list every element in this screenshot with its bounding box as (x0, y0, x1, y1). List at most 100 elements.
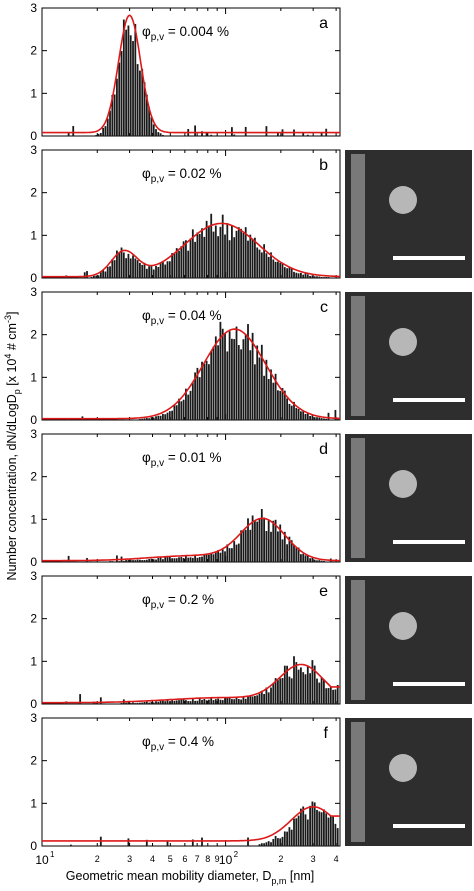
bar (212, 700, 215, 704)
x-major-tick-label: 10 (35, 853, 49, 867)
bar (208, 364, 210, 420)
bar (178, 398, 180, 420)
bar (171, 253, 174, 278)
fit-line (42, 663, 340, 704)
bar (217, 550, 220, 562)
bar (295, 272, 298, 278)
bar (277, 838, 279, 846)
bar (127, 701, 130, 704)
bar (120, 51, 123, 136)
bar (134, 24, 137, 136)
bar (235, 230, 238, 278)
x-minor-tick-label: 3 (311, 854, 316, 864)
phi-subscript: p,v (151, 458, 164, 469)
bar (201, 228, 203, 278)
bar (293, 401, 295, 420)
bar (228, 548, 231, 562)
x-minor-tick-label: 4 (150, 854, 155, 864)
bar (143, 262, 146, 278)
bar (311, 801, 314, 846)
bar (327, 688, 330, 704)
bar (325, 277, 328, 278)
bar (318, 811, 321, 846)
bar (127, 838, 130, 846)
phi-value: = 0.2 % (164, 592, 214, 607)
bar (295, 818, 298, 846)
bar (221, 328, 224, 420)
bar (256, 247, 259, 278)
bar (166, 412, 169, 420)
bar (219, 226, 222, 278)
bar (127, 253, 130, 278)
bar (196, 557, 199, 562)
bar (265, 687, 268, 704)
sem-fiber (351, 722, 365, 842)
bar (191, 839, 194, 846)
y-tick-label: 3 (30, 711, 37, 725)
bar (297, 409, 300, 420)
bar (260, 344, 263, 420)
bar (182, 558, 185, 562)
bar (272, 382, 275, 420)
x-minor-tick-label: 6 (182, 854, 187, 864)
bar (136, 559, 139, 562)
bar (99, 272, 102, 278)
bar (247, 240, 249, 278)
bar (152, 269, 155, 278)
bar (122, 19, 125, 136)
bar (272, 839, 275, 846)
bar (249, 529, 252, 562)
phi-annotation: φp,v = 0.004 % (142, 24, 229, 43)
bar (150, 117, 153, 136)
bar (191, 382, 194, 420)
bar (247, 837, 249, 846)
bar (150, 701, 153, 704)
bar (332, 816, 335, 846)
bar (109, 561, 111, 562)
bar (323, 680, 325, 704)
bar (281, 678, 284, 704)
bar (191, 557, 194, 562)
phi-symbol: φ (142, 450, 151, 465)
bar (201, 556, 203, 562)
bar (157, 132, 160, 136)
bar (247, 324, 249, 420)
bar (283, 267, 286, 278)
bar (279, 524, 282, 562)
sem-fiber (351, 438, 365, 558)
panel-d: 0 1 2 3 φp,v = 0.01 % d (30, 427, 472, 569)
bar (279, 678, 282, 704)
y-axis-unit-post: ] (5, 312, 19, 315)
bar (240, 699, 243, 704)
bar (242, 529, 245, 562)
x-minor-tick-label: 7 (195, 854, 200, 864)
bar (118, 62, 121, 136)
bar (116, 555, 118, 562)
phi-subscript: p,v (151, 316, 164, 327)
bar (157, 267, 160, 278)
y-tick-label: 0 (30, 839, 37, 853)
fit-line (42, 14, 340, 134)
bar (191, 229, 194, 278)
bar (306, 665, 309, 704)
x-minor-tick-label: 8 (205, 854, 210, 864)
bar (185, 700, 187, 704)
y-tick-label: 2 (30, 186, 37, 200)
bar (129, 258, 132, 278)
phi-subscript: p,v (151, 742, 164, 753)
bar (152, 559, 155, 562)
bar (260, 690, 263, 704)
bar (148, 266, 151, 278)
bar (162, 262, 164, 278)
bar (164, 701, 167, 704)
bar (173, 700, 176, 704)
bar (67, 555, 70, 562)
bar (228, 331, 231, 420)
bar (187, 250, 190, 278)
bar (277, 531, 279, 562)
bar (155, 416, 157, 420)
bar (219, 699, 222, 704)
bar (274, 678, 277, 704)
bar (208, 225, 210, 278)
y-axis-label: Number concentration, dN/dLogD (5, 394, 19, 580)
